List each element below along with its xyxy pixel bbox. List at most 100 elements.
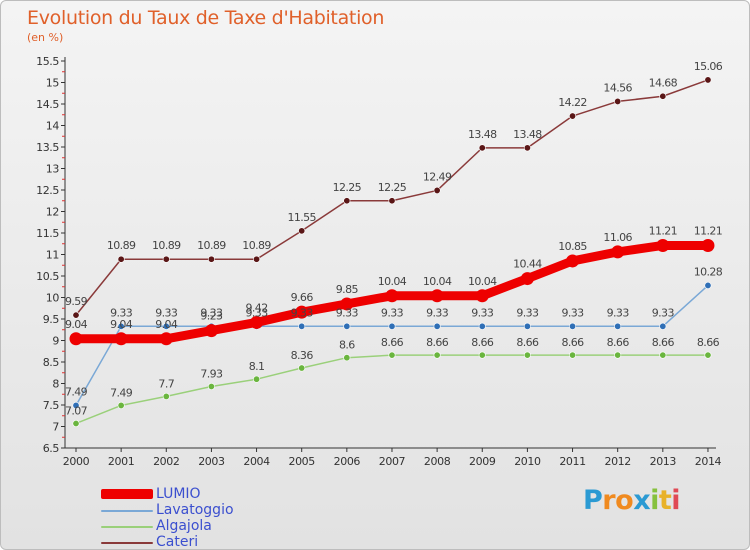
data-label-algajola: 7.49: [110, 386, 133, 399]
data-point-lumio: [114, 332, 128, 346]
x-tick-label: 2002: [153, 455, 179, 468]
data-label-cateri: 14.56: [603, 81, 632, 94]
data-label-lumio: 10.04: [378, 275, 407, 288]
data-label-lumio: 9.04: [65, 318, 88, 331]
data-point-algajola: [343, 354, 351, 362]
legend-label-cateri: Cateri: [156, 534, 199, 550]
y-tick-label: 11: [46, 249, 59, 262]
y-tick-label: 15.5: [36, 55, 59, 68]
data-label-lumio: 11.06: [603, 231, 632, 244]
data-point-algajola: [659, 351, 667, 359]
data-label-algajola: 8.1: [249, 360, 265, 373]
data-label-cateri: 13.48: [513, 128, 542, 141]
x-tick-label: 2010: [514, 455, 541, 468]
data-point-algajola: [298, 364, 306, 372]
data-point-algajola: [72, 419, 80, 427]
data-label-algajola: 8.66: [697, 336, 720, 349]
data-label-cateri: 14.68: [649, 76, 678, 89]
data-point-lumio: [701, 238, 715, 252]
data-label-cateri: 12.49: [423, 170, 452, 183]
data-label-lumio: 10.04: [468, 275, 497, 288]
data-point-lavatoggio: [478, 322, 486, 330]
data-point-lumio: [385, 289, 399, 303]
data-label-lavatoggio: 9.33: [246, 306, 269, 319]
data-label-lumio: 9.04: [110, 318, 133, 331]
data-label-lumio: 11.21: [649, 224, 678, 237]
x-tick-label: 2008: [424, 455, 451, 468]
data-label-lumio: 10.44: [513, 258, 542, 271]
data-point-lumio: [250, 315, 264, 329]
x-tick-label: 2001: [108, 455, 134, 468]
data-label-algajola: 8.66: [561, 336, 584, 349]
y-tick-label: 12.5: [36, 184, 59, 197]
data-label-lumio: 9.85: [336, 283, 359, 296]
x-tick-label: 2014: [695, 455, 722, 468]
data-point-lumio: [656, 238, 670, 252]
data-label-cateri: 9.59: [65, 295, 88, 308]
data-point-algajola: [388, 351, 396, 359]
y-tick-label: 6.5: [43, 442, 60, 455]
data-label-lavatoggio: 10.28: [694, 265, 723, 278]
data-label-lavatoggio: 9.33: [471, 306, 494, 319]
data-point-algajola: [433, 351, 441, 359]
data-point-algajola: [478, 351, 486, 359]
x-tick-label: 2000: [63, 455, 90, 468]
data-point-cateri: [569, 112, 577, 120]
data-point-cateri: [253, 255, 261, 263]
x-tick-label: 2011: [559, 455, 585, 468]
legend-label-lumio: LUMIO: [156, 486, 201, 502]
y-tick-label: 13.5: [36, 141, 59, 154]
legend-label-lavatoggio: Lavatoggio: [156, 502, 234, 518]
data-label-lavatoggio: 9.33: [426, 306, 449, 319]
data-point-cateri: [704, 76, 712, 84]
data-point-lavatoggio: [298, 322, 306, 330]
data-point-lumio: [430, 289, 444, 303]
x-tick-label: 2003: [198, 455, 225, 468]
data-label-cateri: 10.89: [197, 239, 226, 252]
y-tick-label: 10: [46, 292, 60, 305]
data-point-cateri: [343, 197, 351, 205]
data-label-lavatoggio: 9.33: [291, 306, 314, 319]
data-label-lavatoggio: 9.33: [155, 306, 178, 319]
data-label-algajola: 8.66: [516, 336, 539, 349]
data-point-cateri: [207, 255, 215, 263]
y-tick-label: 14: [46, 120, 60, 133]
data-label-lavatoggio: 9.33: [336, 306, 359, 319]
data-point-lavatoggio: [343, 322, 351, 330]
data-point-cateri: [162, 255, 170, 263]
y-tick-label: 7.5: [43, 399, 60, 412]
data-label-cateri: 15.06: [694, 60, 723, 73]
y-tick-label: 14.5: [36, 98, 59, 111]
data-label-lavatoggio: 9.33: [381, 306, 404, 319]
y-tick-label: 11.5: [36, 227, 59, 240]
legend-swatch-algajola: [101, 526, 153, 528]
data-point-lavatoggio: [72, 401, 80, 409]
data-point-cateri: [117, 255, 125, 263]
data-point-lavatoggio: [433, 322, 441, 330]
data-point-algajola: [253, 375, 261, 383]
data-point-lumio: [340, 297, 354, 311]
data-label-cateri: 14.22: [558, 96, 587, 109]
data-point-algajola: [117, 401, 125, 409]
y-tick-label: 8.5: [43, 356, 60, 369]
x-tick-label: 2004: [243, 455, 270, 468]
data-point-lavatoggio: [614, 322, 622, 330]
data-point-lavatoggio: [523, 322, 531, 330]
data-point-algajola: [704, 351, 712, 359]
data-label-cateri: 10.89: [242, 239, 271, 252]
data-label-lumio: 11.21: [694, 224, 723, 237]
data-label-cateri: 10.89: [107, 239, 136, 252]
data-label-cateri: 12.25: [378, 181, 407, 194]
data-label-lavatoggio: 9.33: [607, 306, 630, 319]
y-tick-label: 9.5: [43, 313, 60, 326]
data-point-lumio: [295, 305, 309, 319]
data-label-algajola: 8.36: [291, 349, 314, 362]
data-point-lumio: [159, 332, 173, 346]
data-point-lavatoggio: [704, 281, 712, 289]
data-point-lavatoggio: [117, 322, 125, 330]
data-label-algajola: 8.66: [652, 336, 675, 349]
x-tick-label: 2007: [379, 455, 406, 468]
data-point-lumio: [566, 254, 580, 268]
data-label-lavatoggio: 9.33: [561, 306, 584, 319]
